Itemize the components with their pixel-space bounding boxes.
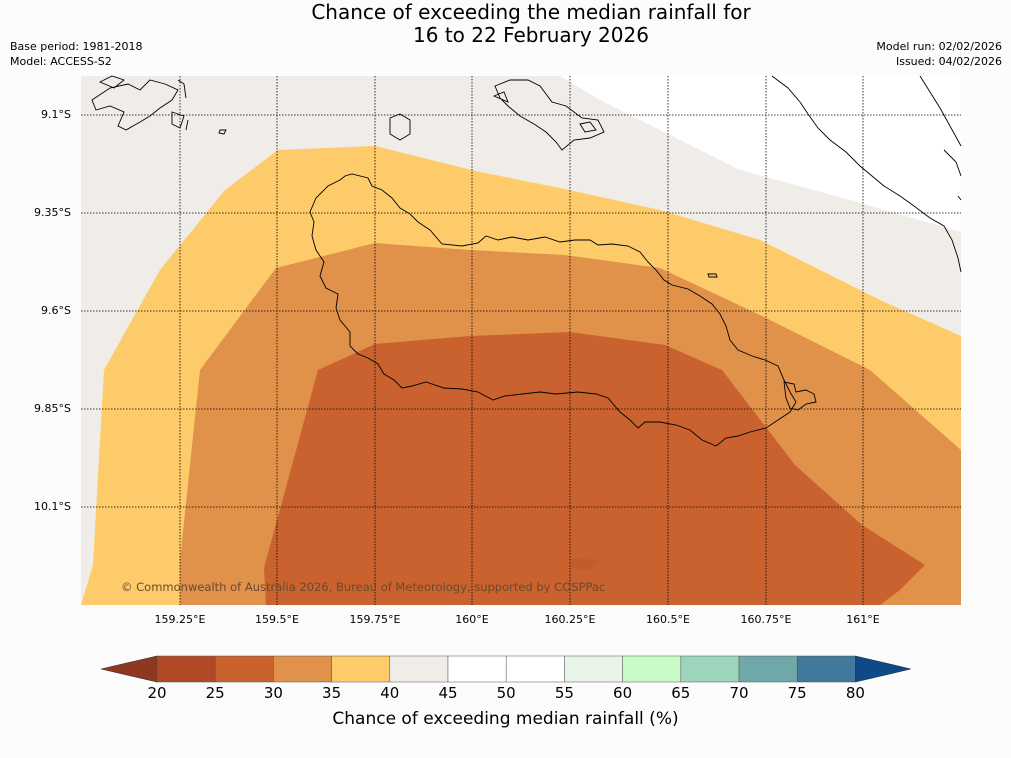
- lon-label-159-5: 159.5°E: [255, 613, 299, 626]
- issued-date: Issued: 04/02/2026: [895, 55, 1002, 68]
- base-period: Base period: 1981-2018: [10, 40, 143, 53]
- colorbar-swatch-70: [738, 655, 798, 683]
- colorbar-tick-75: 75: [787, 684, 807, 702]
- coast-main-island: [309, 173, 797, 447]
- colorbar-swatch-45: [447, 655, 507, 683]
- lat-label-9-6: 9.6°S: [41, 304, 71, 317]
- colorbar-swatch-20: [156, 655, 216, 683]
- colorbar-tick-50: 50: [496, 684, 516, 702]
- lon-label-160-5: 160.5°E: [646, 613, 690, 626]
- colorbar-title: Chance of exceeding median rainfall (%): [332, 709, 679, 729]
- model-name: Model: ACCESS-S2: [10, 55, 112, 68]
- colorbar-tick-20: 20: [147, 684, 167, 702]
- colorbar-swatch-40: [389, 655, 449, 683]
- model-run: Model run: 02/02/2026: [876, 40, 1002, 53]
- colorbar-tick-55: 55: [554, 684, 574, 702]
- colorbar-tick-45: 45: [438, 684, 458, 702]
- colorbar-tick-30: 30: [263, 684, 283, 702]
- colorbar-tick-40: 40: [380, 684, 400, 702]
- gridlines: [81, 76, 961, 605]
- meta-left: Base period: 1981-2018 Model: ACCESS-S2: [10, 39, 142, 69]
- colorbar-swatch-65: [680, 655, 740, 683]
- colorbar-tick-80: 80: [845, 684, 865, 702]
- meta-right: Model run: 02/02/2026 Issued: 04/02/2026: [876, 39, 1002, 69]
- region-20-25-small: [570, 558, 600, 570]
- colorbar-tick-60: 60: [613, 684, 633, 702]
- colorbar-under-arrow: [100, 655, 158, 683]
- lat-label-9-35: 9.35°S: [34, 206, 71, 219]
- colorbar-tick-35: 35: [322, 684, 342, 702]
- colorbar-swatch-50: [505, 655, 565, 683]
- lat-label-10-1: 10.1°S: [34, 500, 71, 513]
- copyright-notice: © Commonwealth of Australia 2026, Bureau…: [121, 580, 606, 594]
- lat-label-9-1: 9.1°S: [41, 108, 71, 121]
- chart-title-line2: 16 to 22 February 2026: [413, 23, 649, 47]
- colorbar-swatch-60: [622, 655, 682, 683]
- region-25-30: [264, 332, 925, 605]
- probability-contours: [81, 76, 961, 605]
- lon-label-159-25: 159.25°E: [154, 613, 206, 626]
- coast-malaita: [771, 75, 962, 273]
- lon-label-159-75: 159.75°E: [349, 613, 401, 626]
- coast-east-tip: [783, 381, 817, 411]
- lon-label-161: 161°E: [846, 613, 880, 626]
- colorbar-tick-70: 70: [729, 684, 749, 702]
- colorbar: [100, 655, 912, 683]
- lon-label-160-75: 160.75°E: [740, 613, 792, 626]
- coast-small-islet: [707, 273, 718, 278]
- lat-label-9-85: 9.85°S: [34, 402, 71, 415]
- lon-label-160: 160°E: [455, 613, 489, 626]
- colorbar-swatch-75: [796, 655, 856, 683]
- lon-label-160-25: 160.25°E: [544, 613, 596, 626]
- colorbar-tick-25: 25: [205, 684, 225, 702]
- chart-title-line1: Chance of exceeding the median rainfall …: [311, 0, 751, 24]
- colorbar-over-arrow: [855, 655, 912, 683]
- colorbar-tick-65: 65: [671, 684, 691, 702]
- colorbar-swatch-30: [273, 655, 332, 683]
- coast-florida-islands: [492, 79, 605, 151]
- colorbar-swatch-35: [331, 655, 391, 683]
- colorbar-swatch-25: [214, 655, 274, 683]
- colorbar-swatch-55: [564, 655, 623, 683]
- coast-savo: [389, 113, 411, 141]
